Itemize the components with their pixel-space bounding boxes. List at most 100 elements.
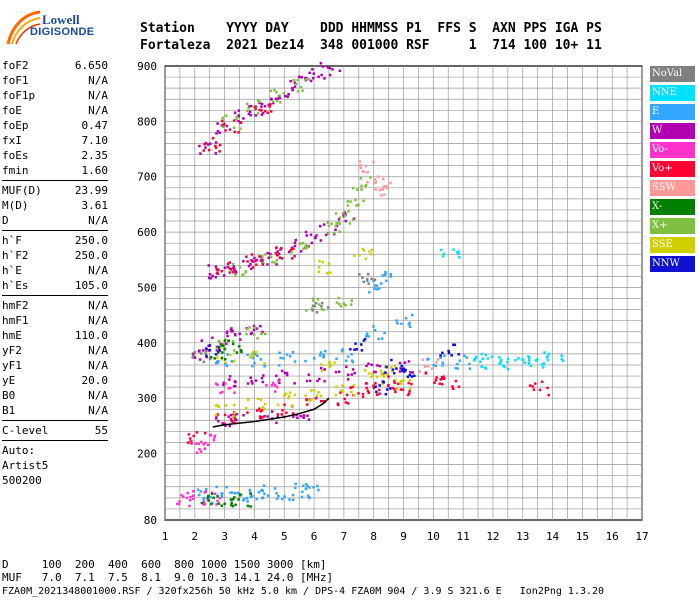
echo-point-nne: [527, 358, 531, 362]
echo-point-e: [245, 496, 249, 500]
echo-point-x: [232, 349, 236, 352]
param-name: yF2: [2, 344, 22, 357]
echo-point-nnw: [400, 364, 404, 368]
echo-point-w: [299, 414, 303, 418]
echo-point-w: [334, 228, 337, 232]
echo-point-w: [260, 102, 264, 106]
echo-point-e: [456, 367, 459, 370]
echo-point-e: [248, 488, 251, 492]
echo-point-w: [232, 385, 236, 388]
echo-point-x: [338, 222, 341, 225]
echo-point-sse: [252, 354, 256, 357]
echo-point-e: [291, 493, 295, 497]
echo-point-w: [225, 331, 229, 335]
echo-point-e: [250, 494, 254, 498]
echo-point-vo: [538, 388, 542, 392]
echo-point-ssw: [381, 177, 385, 181]
echo-point-x: [206, 496, 210, 499]
echo-point-nne: [473, 358, 476, 362]
echo-point-x: [247, 106, 251, 110]
param-row-hf: h`F 250.0: [2, 233, 108, 248]
echo-point-e: [202, 498, 205, 501]
echo-point-e: [432, 363, 435, 367]
echo-point-w: [242, 259, 245, 263]
echo-point-x: [339, 305, 343, 308]
echo-point-vo: [222, 123, 226, 127]
echo-point-x: [275, 99, 279, 103]
echo-point-vo: [192, 489, 195, 493]
echo-point-sse: [369, 252, 373, 256]
echo-point-sse: [215, 356, 219, 360]
echo-point-e: [385, 279, 388, 283]
echo-point-vo: [233, 391, 236, 394]
echo-point-w: [249, 104, 253, 108]
echo-point-x: [264, 253, 267, 256]
echo-point-sse: [317, 270, 320, 274]
echo-point-nne: [452, 248, 455, 251]
echo-point-nnw: [385, 365, 388, 369]
echo-point-ssw: [372, 160, 375, 164]
param-row-clevel: C-level 55: [2, 423, 108, 438]
echo-point-vo: [215, 271, 219, 275]
echo-point-w: [228, 375, 232, 378]
echo-point-x: [334, 224, 337, 228]
echo-point-x: [217, 345, 221, 349]
echo-point-vo: [314, 396, 318, 400]
echo-point-e: [302, 484, 305, 488]
footer-muf-row: MUF 7.0 7.1 7.5 8.1 9.0 10.3 14.1 24.0 […: [2, 571, 334, 584]
echo-point-w: [214, 417, 218, 420]
param-row-fmin: fmin 1.60: [2, 163, 108, 178]
echo-point-vo: [407, 381, 410, 385]
echo-point-vo: [435, 376, 438, 379]
echo-point-vo: [258, 415, 262, 418]
echo-point-vo: [229, 386, 232, 390]
echo-point-sse: [304, 394, 307, 397]
echo-point-sse: [341, 384, 344, 387]
echo-point-w: [247, 112, 251, 116]
echo-point-nne: [561, 359, 565, 363]
echo-point-vo: [319, 399, 323, 403]
echo-point-vo: [378, 392, 381, 395]
echo-point-vo: [233, 416, 236, 419]
echo-point-e: [253, 352, 256, 356]
echo-point-w: [224, 424, 227, 427]
echo-point-x: [234, 273, 237, 276]
echo-point-noval: [311, 304, 315, 307]
echo-point-w: [234, 270, 238, 273]
echo-point-w: [280, 247, 283, 250]
echo-point-sse: [333, 361, 336, 364]
echo-point-w: [277, 252, 281, 256]
echo-point-vo: [346, 402, 350, 405]
param-value: 7.10: [81, 134, 109, 147]
echo-point-e: [458, 359, 462, 362]
echo-point-w: [307, 418, 311, 421]
echo-point-e: [434, 364, 437, 368]
echo-point-vo: [375, 393, 379, 396]
param-row-hf2: h`F2 250.0: [2, 248, 108, 263]
echo-point-w: [261, 111, 265, 115]
echo-point-sse: [247, 398, 250, 401]
param-row-he: h`E N/A: [2, 263, 108, 278]
echo-point-e: [350, 353, 353, 356]
echo-point-noval: [202, 360, 206, 364]
echo-point-e: [277, 494, 280, 498]
param-value: N/A: [88, 359, 108, 372]
echo-point-sse: [250, 352, 254, 356]
echo-point-vo: [260, 108, 263, 112]
echo-point-x: [231, 262, 235, 266]
param-name: fxI: [2, 134, 22, 147]
echo-point-vo: [454, 379, 458, 383]
echo-point-x: [231, 504, 235, 508]
echo-point-nnw: [453, 343, 457, 347]
echo-point-x: [301, 241, 305, 245]
echo-point-vo: [343, 397, 346, 401]
echo-point-e: [396, 322, 399, 325]
echo-point-w: [326, 66, 330, 69]
echo-point-vo: [232, 119, 236, 122]
echo-point-vo: [372, 384, 375, 388]
echo-point-sse: [341, 390, 344, 393]
echo-point-w: [239, 338, 242, 341]
echo-point-nne: [527, 355, 530, 358]
legend-item-w: W: [650, 123, 695, 139]
echo-point-x: [307, 78, 311, 81]
